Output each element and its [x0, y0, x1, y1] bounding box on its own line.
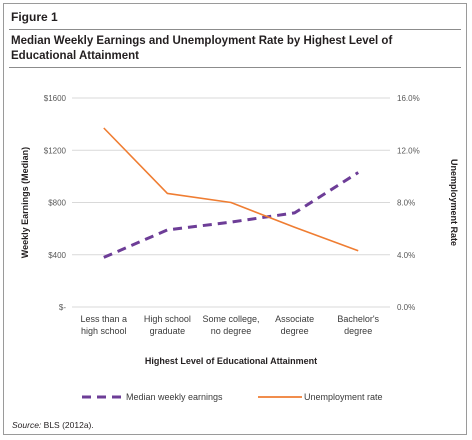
y-left-tick-label: $800 [48, 199, 66, 208]
earnings-line [103, 171, 360, 259]
top-rule [9, 29, 461, 30]
earnings-point [103, 256, 105, 258]
y-left-tick-label: $1200 [44, 146, 67, 155]
x-tick-label: degree [344, 326, 372, 336]
unemployment-point [103, 127, 105, 129]
y-left-tick-label: $1600 [44, 94, 67, 103]
x-tick-label: Some college, [202, 314, 259, 324]
title-rule [9, 67, 461, 68]
x-tick-label: graduate [150, 326, 186, 336]
legend-label-earnings: Median weekly earnings [126, 392, 223, 402]
x-tick-label: degree [281, 326, 309, 336]
earnings-point [230, 221, 232, 223]
unemployment-point [166, 192, 168, 194]
chart-title: Median Weekly Earnings and Unemployment … [11, 35, 393, 62]
figure-label: Figure 1 [11, 10, 58, 24]
y-right-tick-label: 4.0% [397, 251, 415, 260]
source-note: Source: BLS (2012a). [12, 420, 94, 430]
y-right-axis-title: Unemployment Rate [449, 159, 459, 246]
x-tick-label: high school [81, 326, 127, 336]
x-tick-label: Less than a [81, 314, 128, 324]
legend-label-unemployment: Unemployment rate [304, 392, 383, 402]
earnings-point [293, 212, 295, 214]
unemployment-point [357, 250, 359, 252]
y-left-tick-label: $- [59, 303, 66, 312]
y-left-axis-title: Weekly Earnings (Median) [20, 147, 30, 258]
unemployment-line [103, 127, 359, 252]
x-tick-label: Bachelor's [337, 314, 379, 324]
x-tick-label: High school [144, 314, 191, 324]
x-tick-label: no degree [211, 326, 252, 336]
y-left-tick-label: $400 [48, 251, 66, 260]
earnings-point [166, 229, 168, 231]
x-axis-title: Highest Level of Educational Attainment [145, 356, 317, 366]
y-right-tick-label: 0.0% [397, 303, 415, 312]
y-right-tick-label: 8.0% [397, 199, 415, 208]
unemployment-point [230, 201, 232, 203]
y-right-tick-label: 12.0% [397, 146, 420, 155]
earnings-point [357, 171, 359, 173]
x-tick-label: Associate [275, 314, 314, 324]
source-text: BLS (2012a). [41, 420, 94, 430]
unemployment-point [293, 226, 295, 228]
figure-frame [3, 3, 467, 435]
y-right-tick-label: 16.0% [397, 94, 420, 103]
source-prefix: Source: [12, 420, 42, 430]
